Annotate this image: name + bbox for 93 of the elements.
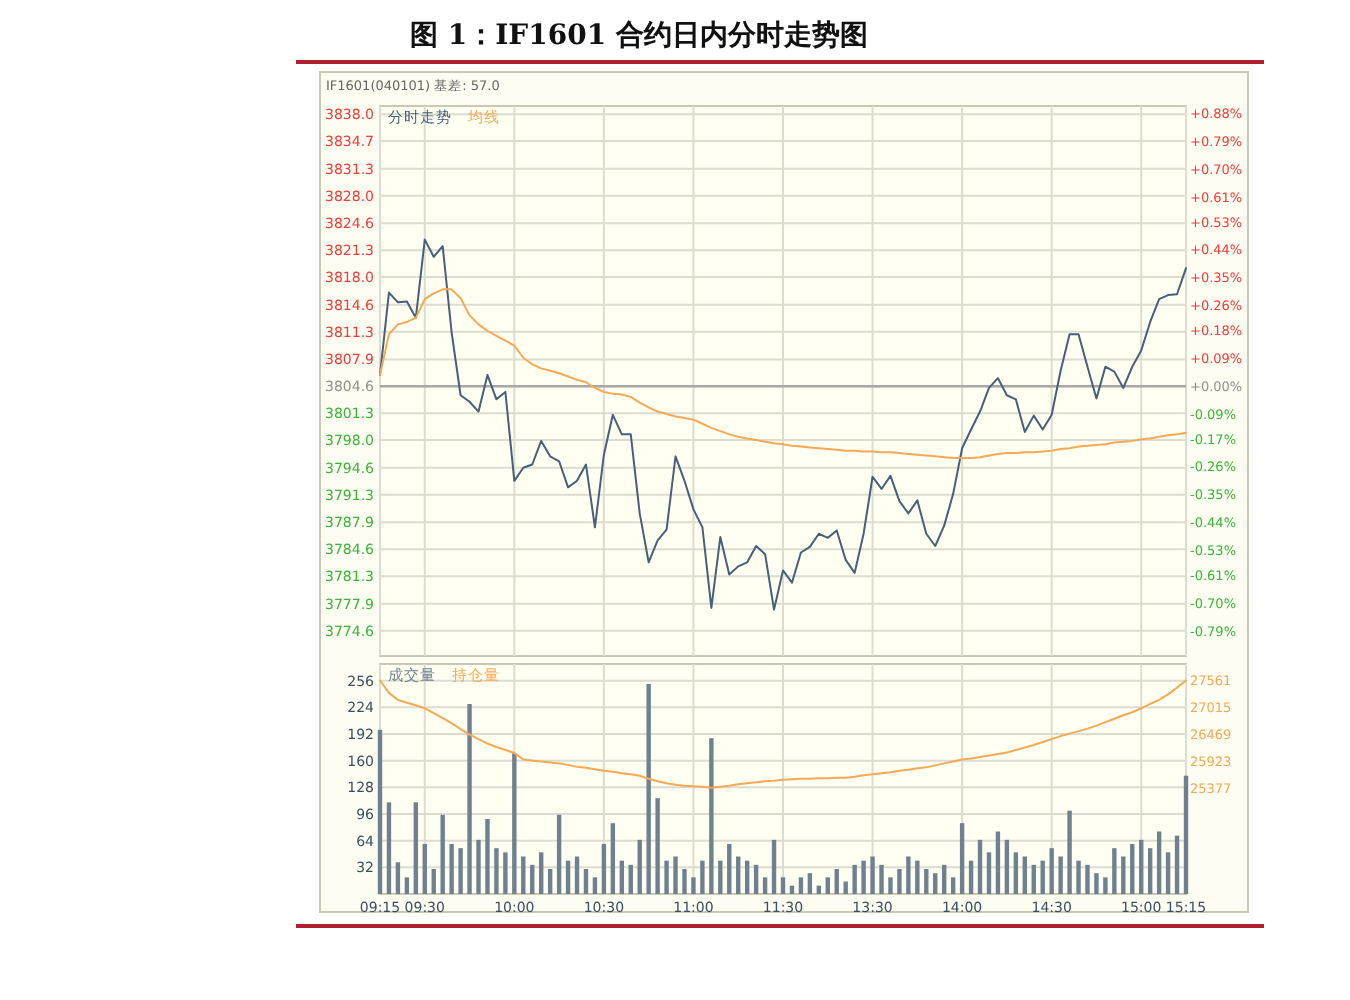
bar: [467, 704, 472, 894]
bar: [924, 869, 929, 894]
bar: [494, 848, 499, 894]
line-series: [379, 679, 1187, 789]
line-series: [379, 238, 1187, 611]
bar: [700, 860, 705, 894]
bar: [1121, 856, 1126, 894]
chart-title: 图 1：IF1601 合约日内分时走势图: [410, 20, 868, 52]
bar: [736, 856, 741, 894]
bar: [942, 864, 947, 894]
bar: [807, 873, 813, 894]
bar: [1058, 856, 1063, 894]
bar: [556, 814, 562, 894]
line-series: [379, 288, 1187, 459]
bar: [1004, 839, 1010, 894]
bar: [691, 877, 696, 894]
bar: [592, 877, 598, 894]
bar: [1165, 852, 1171, 894]
bar: [1139, 839, 1144, 894]
bar: [915, 860, 920, 894]
bar: [431, 869, 436, 894]
bar: [619, 860, 624, 894]
bar: [771, 839, 777, 894]
bar: [727, 844, 732, 894]
bar: [968, 860, 974, 894]
bar: [565, 860, 571, 894]
bar: [1013, 852, 1019, 894]
bar: [1085, 864, 1090, 894]
bar: [1049, 848, 1054, 894]
bar: [950, 877, 956, 894]
bar: [521, 856, 526, 894]
bar: [386, 802, 392, 894]
bar: [628, 864, 633, 894]
bar: [1130, 844, 1135, 894]
bar: [995, 831, 1001, 894]
bar: [1022, 856, 1027, 894]
bar: [906, 856, 911, 894]
bar: [547, 869, 553, 894]
bar: [1040, 860, 1045, 894]
bar: [718, 860, 723, 894]
bar: [485, 819, 490, 894]
bar: [1147, 848, 1153, 894]
bar: [834, 869, 839, 894]
bar: [1103, 877, 1108, 894]
bar: [458, 848, 463, 894]
bar: [852, 864, 857, 894]
bar: [637, 839, 642, 894]
bar: [753, 864, 759, 894]
bar: [1174, 835, 1180, 894]
bar: [977, 839, 983, 894]
bar: [512, 753, 517, 894]
bar: [440, 814, 445, 894]
bar: [422, 844, 427, 894]
bar: [530, 864, 535, 894]
bar: [583, 869, 589, 894]
bar: [798, 877, 804, 894]
bar: [1112, 848, 1117, 894]
bar: [762, 877, 768, 894]
bar: [1183, 775, 1189, 894]
bar: [476, 839, 481, 894]
bar: [539, 852, 544, 894]
bar: [646, 684, 651, 894]
bar: [1094, 873, 1099, 894]
bar: [377, 729, 383, 894]
bar: [1031, 864, 1036, 894]
bar: [709, 738, 714, 894]
bar: [404, 877, 410, 894]
bar: [843, 881, 848, 894]
bar: [933, 873, 938, 894]
bar: [413, 802, 419, 894]
bar: [879, 864, 884, 894]
bar: [870, 856, 875, 894]
bar: [673, 856, 678, 894]
bar: [744, 860, 750, 894]
bar: [897, 869, 902, 894]
bar: [1156, 831, 1162, 894]
bar: [861, 860, 866, 894]
bar: [825, 877, 830, 894]
bar: [1076, 860, 1081, 894]
bar: [780, 877, 786, 894]
bar: [986, 852, 992, 894]
bar: [1067, 810, 1072, 894]
bar: [664, 860, 669, 894]
bar: [682, 869, 687, 894]
bar: [503, 852, 508, 894]
bar: [601, 844, 607, 894]
bar: [655, 798, 660, 894]
bar: [574, 856, 580, 894]
bar: [959, 823, 965, 894]
bar: [888, 877, 893, 894]
bar: [449, 844, 454, 894]
bar: [610, 823, 616, 894]
bar: [395, 862, 401, 894]
